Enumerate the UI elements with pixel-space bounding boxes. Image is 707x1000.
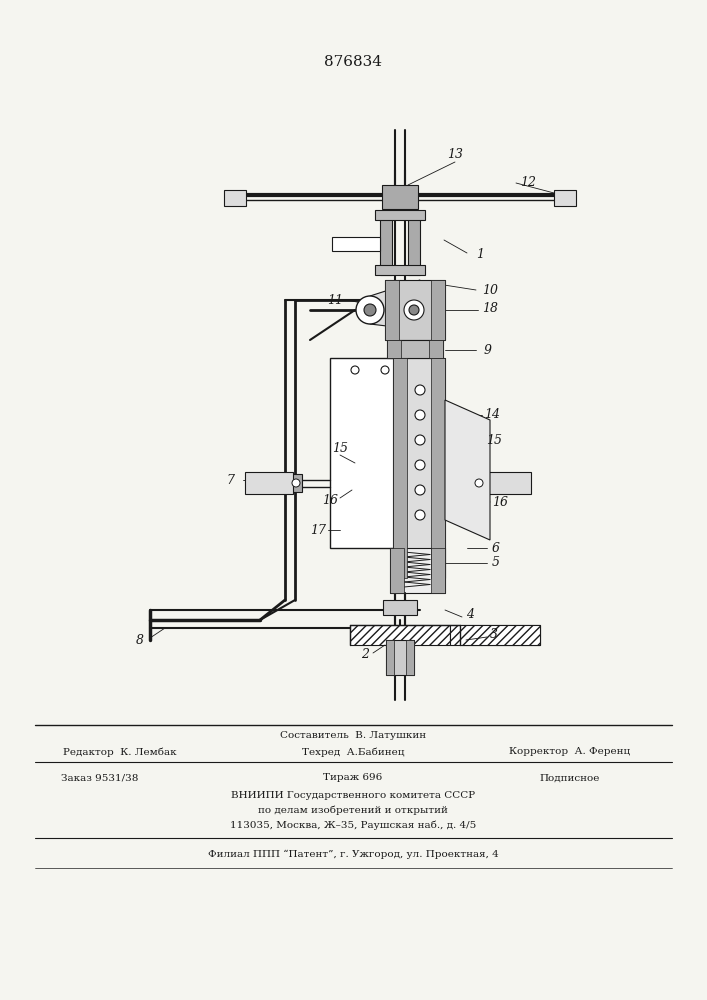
Text: 15: 15 [332,442,348,454]
Circle shape [415,385,425,395]
Bar [290,474,302,492]
Bar [375,265,425,275]
Bar [390,548,404,593]
Bar [387,340,443,358]
Text: Составитель  В. Латушкин: Составитель В. Латушкин [280,730,426,740]
Circle shape [356,296,384,324]
Circle shape [409,305,419,315]
Bar [383,600,417,615]
Bar [554,190,576,206]
Text: 14: 14 [484,408,500,422]
Bar [473,474,485,492]
Text: 12: 12 [520,176,536,190]
Text: 9: 9 [484,344,492,357]
Text: 16: 16 [492,495,508,508]
Bar [386,640,394,675]
Text: ВНИИПИ Государственного комитета СССР: ВНИИПИ Государственного комитета СССР [231,790,475,800]
Bar [386,640,414,675]
Text: 13: 13 [447,148,463,161]
Bar [408,215,420,275]
Text: 1: 1 [476,248,484,261]
Bar [431,548,445,593]
Text: Подписное: Подписное [540,774,600,782]
Text: Техред  А.Бабинец: Техред А.Бабинец [302,747,404,757]
Text: 18: 18 [482,302,498,314]
Text: 876834: 876834 [324,55,382,69]
Bar [380,215,392,275]
Text: Тираж 696: Тираж 696 [323,774,382,782]
Text: 113035, Москва, Ж–35, Раушская наб., д. 4/5: 113035, Москва, Ж–35, Раушская наб., д. … [230,820,476,830]
Circle shape [475,479,483,487]
Bar [431,280,445,340]
Text: Редактор  К. Лембак: Редактор К. Лембак [63,747,177,757]
Bar [431,358,445,578]
Circle shape [415,410,425,420]
Text: 11: 11 [327,294,343,306]
Text: Корректор  А. Ференц: Корректор А. Ференц [509,748,631,756]
Bar [393,358,407,578]
Circle shape [404,300,424,320]
Bar [406,640,414,675]
Text: 15: 15 [486,434,502,446]
Circle shape [415,510,425,520]
Polygon shape [445,400,490,540]
Text: 6: 6 [492,542,500,554]
Text: 17: 17 [310,524,326,536]
Bar [393,358,445,578]
Circle shape [415,460,425,470]
Text: Заказ 9531/38: Заказ 9531/38 [62,774,139,782]
Circle shape [415,485,425,495]
Circle shape [351,366,359,374]
Text: по делам изобретений и открытий: по делам изобретений и открытий [258,805,448,815]
Text: Филиал ППП “Патент”, г. Ужгород, ул. Проектная, 4: Филиал ППП “Патент”, г. Ужгород, ул. Про… [208,849,498,859]
Text: 7: 7 [226,474,234,487]
Circle shape [415,435,425,445]
Bar [385,280,445,340]
Circle shape [292,479,300,487]
Bar [387,340,401,358]
Bar [385,280,399,340]
Text: 16: 16 [322,493,338,506]
Bar [382,185,418,209]
Bar [350,625,450,645]
Bar [483,472,531,494]
Bar [390,548,445,593]
Circle shape [364,304,376,316]
Bar [332,237,380,251]
Bar [375,210,425,220]
Bar [330,358,418,548]
Bar [460,625,540,645]
Bar [450,625,540,645]
Circle shape [381,366,389,374]
Text: 5: 5 [492,556,500,570]
Polygon shape [370,280,420,330]
Text: 8: 8 [136,634,144,647]
Text: 2: 2 [361,648,369,662]
Bar [224,190,246,206]
Text: 10: 10 [482,284,498,296]
Text: 3: 3 [490,629,498,642]
Text: 4: 4 [466,608,474,621]
Bar [429,340,443,358]
Bar [245,472,293,494]
